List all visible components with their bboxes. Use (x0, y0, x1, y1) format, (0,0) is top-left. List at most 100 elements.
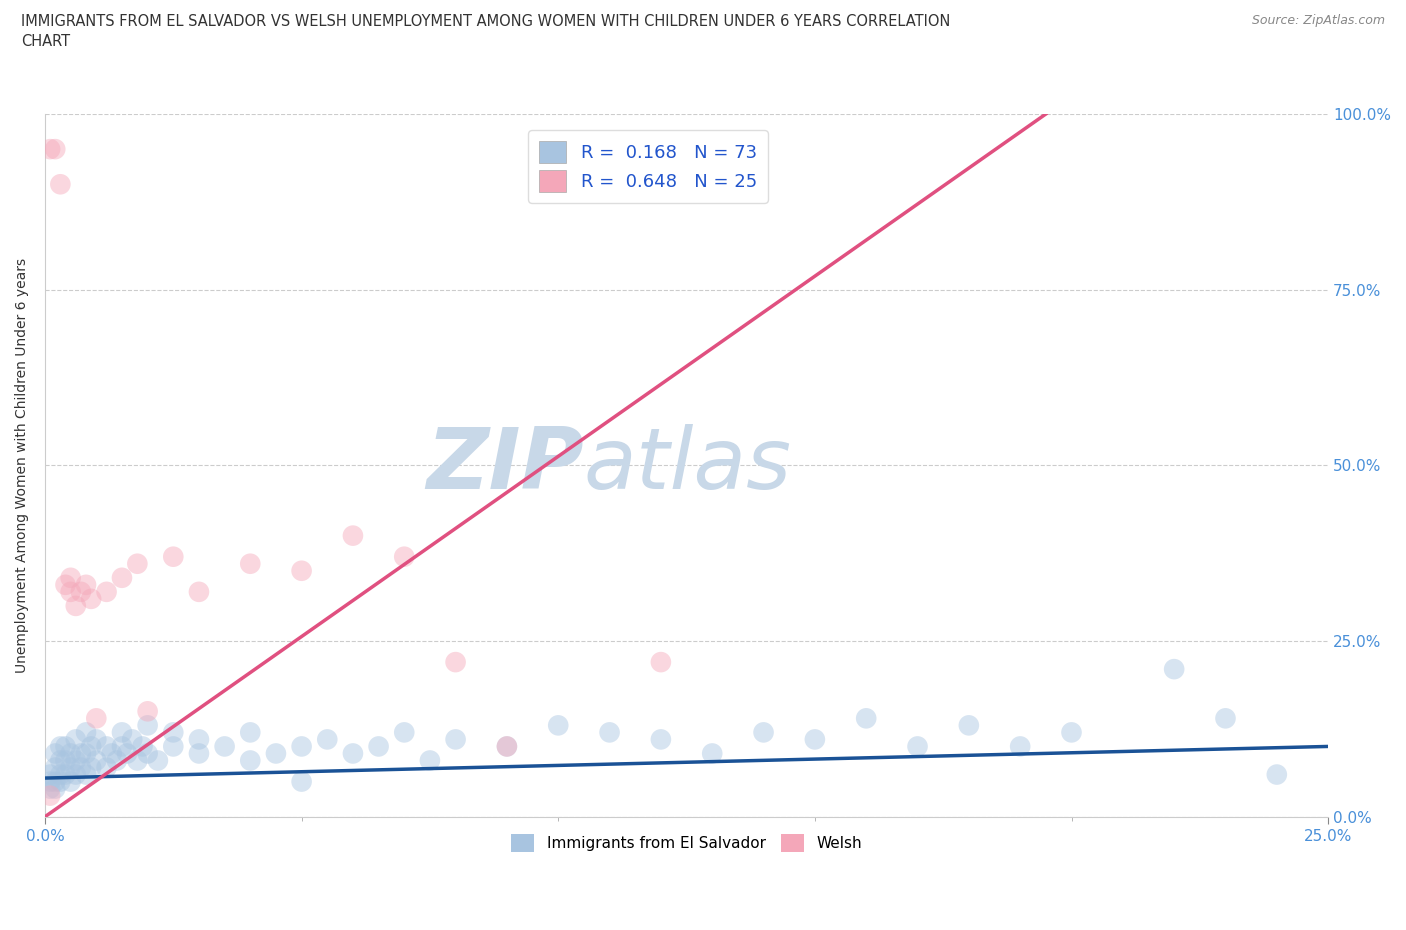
Point (65, 599, 87, 614)
Point (136, 704, 159, 719)
Point (127, 556, 149, 571)
Text: ZIP: ZIP (426, 424, 583, 507)
Point (907, 739, 929, 754)
Point (136, 746, 159, 761)
Point (39, 141, 62, 156)
Point (188, 584, 211, 599)
Point (65, 767, 87, 782)
Point (547, 718, 569, 733)
Point (752, 725, 775, 740)
Point (291, 774, 314, 789)
Point (49, 767, 72, 782)
Point (105, 753, 128, 768)
Text: atlas: atlas (583, 424, 792, 507)
Point (65, 732, 87, 747)
Point (650, 732, 672, 747)
Point (70, 760, 93, 775)
Point (44, 774, 66, 789)
Point (115, 746, 138, 761)
Point (55, 753, 77, 768)
Point (444, 655, 467, 670)
Point (342, 528, 364, 543)
Point (39, 767, 62, 782)
Point (44, 760, 66, 775)
Point (804, 732, 827, 747)
Point (55, 767, 77, 782)
Point (59, 746, 82, 761)
Point (65, 753, 87, 768)
Point (136, 718, 159, 733)
Point (100, 746, 122, 761)
Point (419, 753, 441, 768)
Point (55, 578, 77, 592)
Point (70, 746, 93, 761)
Point (162, 739, 184, 754)
Point (214, 739, 236, 754)
Point (239, 725, 262, 740)
Point (96, 760, 118, 775)
Point (75, 767, 97, 782)
Point (599, 725, 621, 740)
Point (239, 753, 262, 768)
Point (70, 584, 93, 599)
Point (239, 556, 262, 571)
Point (316, 732, 339, 747)
Point (131, 739, 153, 754)
Point (394, 725, 416, 740)
Point (111, 725, 134, 740)
Point (121, 732, 143, 747)
Point (957, 718, 980, 733)
Point (80, 739, 103, 754)
Point (1163, 662, 1185, 677)
Point (59, 570, 82, 585)
Y-axis label: Unemployment Among Women with Children Under 6 years: Unemployment Among Women with Children U… (15, 258, 30, 673)
Point (39, 789, 62, 804)
Point (111, 739, 134, 754)
Point (39, 781, 62, 796)
Point (59, 774, 82, 789)
Point (80, 591, 103, 606)
Legend: Immigrants from El Salvador, Welsh: Immigrants from El Salvador, Welsh (505, 828, 868, 858)
Point (44, 746, 66, 761)
Point (127, 753, 149, 768)
Point (188, 746, 211, 761)
Point (1215, 711, 1237, 725)
Point (1265, 767, 1288, 782)
Point (75, 578, 97, 592)
Point (55, 739, 77, 754)
Point (39, 774, 62, 789)
Point (96, 739, 118, 754)
Point (49, 753, 72, 768)
Point (75, 746, 97, 761)
Point (342, 746, 364, 761)
Point (1010, 739, 1032, 754)
Point (96, 584, 118, 599)
Point (80, 760, 103, 775)
Point (291, 564, 314, 578)
Text: IMMIGRANTS FROM EL SALVADOR VS WELSH UNEMPLOYMENT AMONG WOMEN WITH CHILDREN UNDE: IMMIGRANTS FROM EL SALVADOR VS WELSH UNE… (21, 14, 950, 48)
Point (394, 550, 416, 565)
Point (49, 774, 72, 789)
Point (367, 739, 389, 754)
Point (59, 584, 82, 599)
Point (264, 746, 287, 761)
Point (84, 732, 107, 747)
Point (162, 725, 184, 740)
Point (44, 781, 66, 796)
Point (146, 753, 169, 768)
Point (291, 739, 314, 754)
Point (188, 732, 211, 747)
Text: Source: ZipAtlas.com: Source: ZipAtlas.com (1251, 14, 1385, 27)
Point (1060, 725, 1083, 740)
Point (84, 711, 107, 725)
Point (496, 739, 519, 754)
Point (855, 711, 877, 725)
Point (49, 177, 72, 192)
Point (702, 746, 724, 761)
Point (75, 725, 97, 740)
Point (162, 550, 184, 565)
Point (59, 760, 82, 775)
Point (111, 570, 134, 585)
Point (84, 753, 107, 768)
Point (444, 732, 467, 747)
